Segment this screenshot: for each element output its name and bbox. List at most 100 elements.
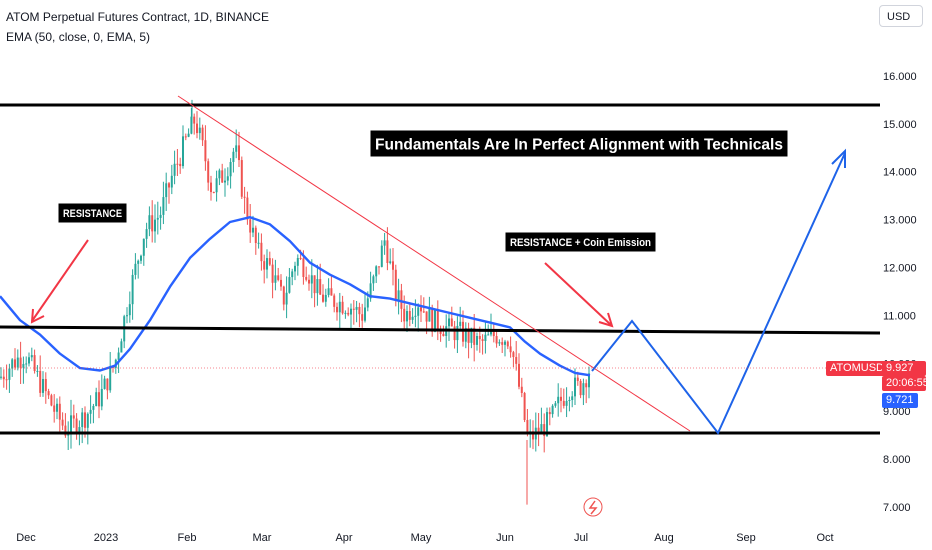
candle-body bbox=[179, 163, 182, 167]
candle-body bbox=[201, 127, 204, 141]
candle-body bbox=[190, 116, 193, 134]
y-tick-label: 12.000 bbox=[883, 263, 917, 275]
candle-body bbox=[243, 196, 246, 198]
candle-body bbox=[467, 327, 470, 343]
candle-body bbox=[372, 276, 375, 284]
right-arrowhead bbox=[598, 312, 614, 328]
candle-body bbox=[434, 309, 436, 332]
candle-body bbox=[336, 306, 338, 313]
left-annotation-box bbox=[57, 202, 128, 224]
candle-body bbox=[39, 370, 42, 393]
candle-body bbox=[64, 425, 67, 436]
x-tick-label: Oct bbox=[816, 532, 833, 544]
candle-body bbox=[187, 133, 190, 137]
candle-body bbox=[347, 312, 350, 315]
currency-button[interactable]: USD bbox=[879, 5, 923, 27]
candle-body bbox=[456, 325, 459, 341]
candle-body bbox=[344, 312, 347, 314]
candle-body bbox=[263, 261, 266, 270]
candle-body bbox=[389, 261, 392, 263]
candle-body bbox=[450, 318, 453, 327]
candle-body bbox=[498, 342, 501, 344]
right-annotation-text: RESISTANCE + Coin Emission bbox=[510, 237, 651, 249]
candle-body bbox=[117, 352, 120, 360]
trendline bbox=[177, 95, 691, 432]
candle-body bbox=[148, 215, 151, 230]
candle-body bbox=[308, 279, 310, 284]
candle-body bbox=[341, 301, 344, 314]
candle-body bbox=[302, 258, 305, 277]
symbol-price-tag: ATOMUSD.P bbox=[826, 361, 899, 376]
candle-body bbox=[173, 163, 176, 176]
candle-body bbox=[571, 396, 574, 401]
candle-body bbox=[562, 400, 565, 406]
candle-body bbox=[470, 327, 473, 343]
candles bbox=[0, 99, 590, 505]
candle-body bbox=[319, 279, 322, 295]
candle-body bbox=[266, 258, 268, 270]
candle-body bbox=[282, 286, 285, 305]
candle-body bbox=[229, 161, 232, 177]
candle-body bbox=[322, 294, 324, 302]
candle-body bbox=[526, 419, 529, 434]
candle-body bbox=[193, 116, 196, 124]
flash-icon-bolt bbox=[588, 500, 598, 515]
candle-body bbox=[557, 396, 560, 404]
candle-body bbox=[364, 307, 366, 321]
candle-body bbox=[28, 357, 30, 364]
candle-body bbox=[551, 405, 554, 415]
candle-body bbox=[170, 175, 173, 188]
candle-body bbox=[120, 341, 123, 353]
right-annotation: RESISTANCE + Coin Emission bbox=[504, 231, 657, 253]
candle-body bbox=[42, 379, 44, 393]
candle-body bbox=[271, 264, 274, 283]
candle-body bbox=[554, 403, 557, 406]
candle-body bbox=[224, 180, 226, 183]
candle-body bbox=[14, 359, 16, 368]
candle-body bbox=[560, 396, 562, 401]
candle-body bbox=[285, 292, 288, 305]
candle-body bbox=[268, 258, 271, 265]
headline-annotation-text: Fundamentals Are In Perfect Alignment wi… bbox=[375, 136, 783, 153]
candle-body bbox=[358, 306, 361, 315]
headline-annotation-box bbox=[369, 129, 789, 158]
candle-body bbox=[246, 197, 249, 220]
candle-body bbox=[476, 335, 478, 345]
y-tick-label: 15.000 bbox=[883, 119, 917, 131]
candle-body bbox=[313, 275, 316, 294]
candle-body bbox=[58, 403, 61, 420]
candle-body bbox=[30, 355, 33, 358]
ema-line bbox=[0, 215, 591, 377]
candle-body bbox=[221, 170, 224, 183]
headline-annotation: Fundamentals Are In Perfect Alignment wi… bbox=[369, 129, 789, 158]
x-tick-label: Sep bbox=[736, 532, 756, 544]
indicator-label[interactable]: EMA (50, close, 0, EMA, 5) bbox=[6, 30, 151, 44]
candle-body bbox=[369, 283, 372, 299]
y-tick-label: 11.000 bbox=[883, 310, 916, 322]
right-arrow bbox=[544, 262, 612, 326]
left-arrowhead bbox=[30, 308, 45, 324]
candle-body bbox=[2, 376, 5, 380]
candle-body bbox=[478, 335, 481, 340]
candle-body bbox=[19, 357, 22, 368]
candle-body bbox=[492, 330, 495, 337]
candle-body bbox=[156, 217, 159, 220]
candle-body bbox=[89, 409, 92, 414]
x-tick-label: Aug bbox=[654, 532, 674, 544]
candle-body bbox=[310, 275, 313, 284]
candle-body bbox=[11, 359, 14, 369]
candle-body bbox=[425, 311, 428, 322]
support-resistance-lines bbox=[0, 103, 881, 435]
candle-body bbox=[417, 307, 420, 316]
candle-body bbox=[520, 386, 523, 393]
candle-body bbox=[252, 227, 254, 233]
candle-body bbox=[33, 355, 36, 371]
candle-body bbox=[361, 314, 364, 321]
candle-body bbox=[330, 288, 333, 296]
candle-body bbox=[585, 383, 588, 388]
candle-body bbox=[406, 311, 408, 322]
candle-body bbox=[198, 127, 201, 134]
candle-body bbox=[5, 379, 8, 381]
candle-body bbox=[548, 412, 551, 415]
